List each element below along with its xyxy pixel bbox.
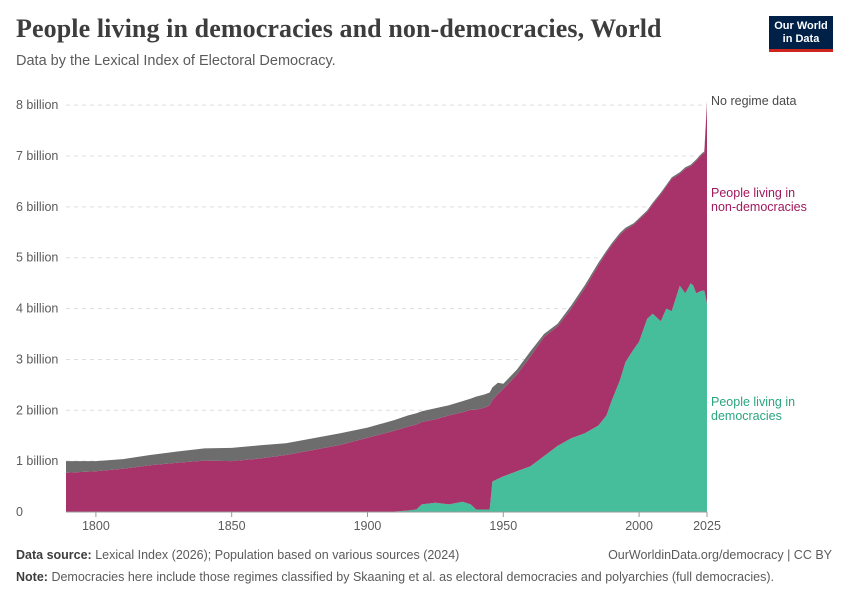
series-label-non-democracies: non-democracies	[711, 200, 807, 214]
note-label: Note:	[16, 570, 48, 584]
y-tick-label: 0	[16, 505, 23, 519]
credit-link[interactable]: OurWorldinData.org/democracy | CC BY	[608, 548, 832, 562]
data-source-line: Data source: Lexical Index (2026); Popul…	[16, 548, 459, 562]
note-line: Note: Democracies here include those reg…	[16, 570, 774, 584]
y-tick-label: 5 billion	[16, 251, 58, 265]
y-tick-label: 4 billion	[16, 302, 58, 316]
chart-subtitle: Data by the Lexical Index of Electoral D…	[16, 53, 336, 69]
y-tick-label: 1 billion	[16, 454, 58, 468]
x-tick-label: 2000	[625, 519, 653, 533]
area-democracies	[66, 283, 707, 512]
series-label-democracies: democracies	[711, 409, 782, 423]
y-tick-label: 3 billion	[16, 352, 58, 366]
y-tick-label: 8 billion	[16, 98, 58, 112]
logo-line-1: Our World	[774, 20, 828, 32]
data-source-label: Data source:	[16, 548, 92, 562]
y-tick-label: 6 billion	[16, 200, 58, 214]
area-chart: 0 1 billion 2 billion 3 billion 4 billion 5 b…	[16, 94, 807, 533]
x-tick-label: 1850	[218, 519, 246, 533]
x-tick-label: 1950	[489, 519, 517, 533]
x-tick-label: 1900	[354, 519, 382, 533]
owid-logo[interactable]: Our World in Data	[769, 16, 833, 52]
y-tick-label: 2 billion	[16, 403, 58, 417]
data-source-text: Lexical Index (2026); Population based o…	[95, 548, 460, 562]
series-label-non-democracies: People living in	[711, 186, 795, 200]
x-tick-label: 2025	[693, 519, 721, 533]
note-text: Democracies here include those regimes c…	[51, 570, 775, 584]
series-label-democracies: People living in	[711, 395, 795, 409]
y-tick-label: 7 billion	[16, 149, 58, 163]
area-non-democracies	[66, 102, 707, 512]
logo-line-2: in Data	[782, 32, 820, 45]
series-label-no-data: No regime data	[711, 94, 797, 108]
chart-title: People living in democracies and non-dem…	[16, 14, 662, 43]
x-tick-label: 1800	[82, 519, 110, 533]
